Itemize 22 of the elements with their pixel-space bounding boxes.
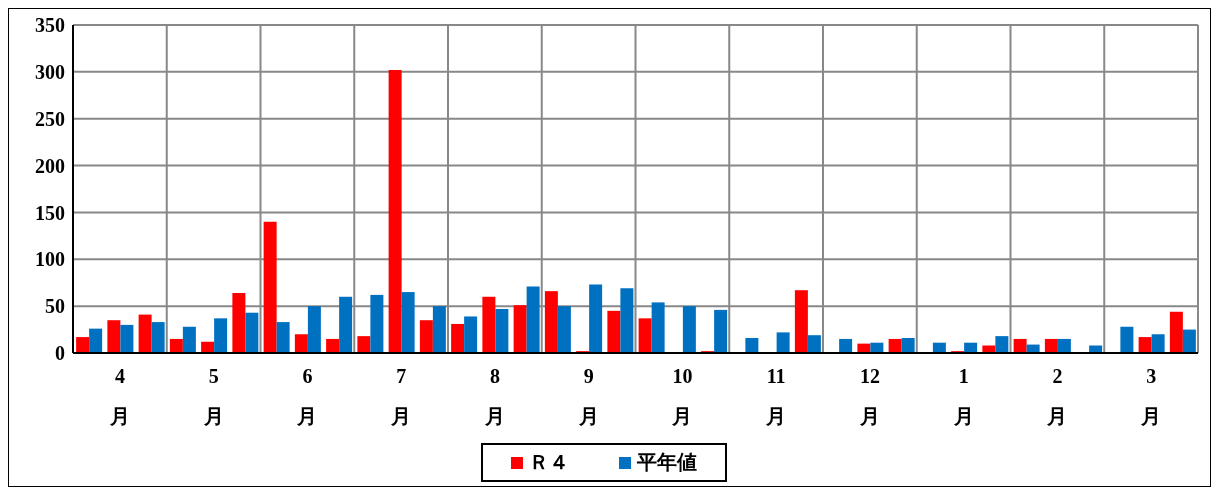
x-tick-label: 4月	[108, 365, 130, 427]
x-tick-label: 7月	[390, 365, 412, 427]
x-tick-label: 8月	[483, 365, 505, 427]
x-tick-label: 6月	[296, 365, 318, 427]
legend-label: Ｒ４	[527, 450, 569, 475]
x-tick-label: 11月	[765, 365, 787, 427]
y-tick-label: 150	[35, 201, 65, 224]
x-tick-label: 3月	[1140, 365, 1162, 427]
x-tick-label: 10月	[671, 365, 693, 427]
x-tick-label: 9月	[577, 365, 599, 427]
y-tick-label: 250	[35, 107, 65, 130]
legend-label: 平年値	[635, 450, 697, 475]
x-tick-label: 12月	[858, 365, 880, 427]
y-tick-label: 200	[35, 154, 65, 177]
x-tick-label: 5月	[202, 365, 224, 427]
y-tick-label: 0	[55, 342, 65, 365]
x-tick-label: 1月	[952, 365, 974, 427]
y-tick-label: 300	[35, 60, 65, 83]
y-tick-label: 50	[45, 295, 65, 318]
y-tick-label: 100	[35, 248, 65, 271]
x-tick-label: 2月	[1046, 365, 1068, 427]
y-tick-label: 350	[35, 14, 65, 37]
